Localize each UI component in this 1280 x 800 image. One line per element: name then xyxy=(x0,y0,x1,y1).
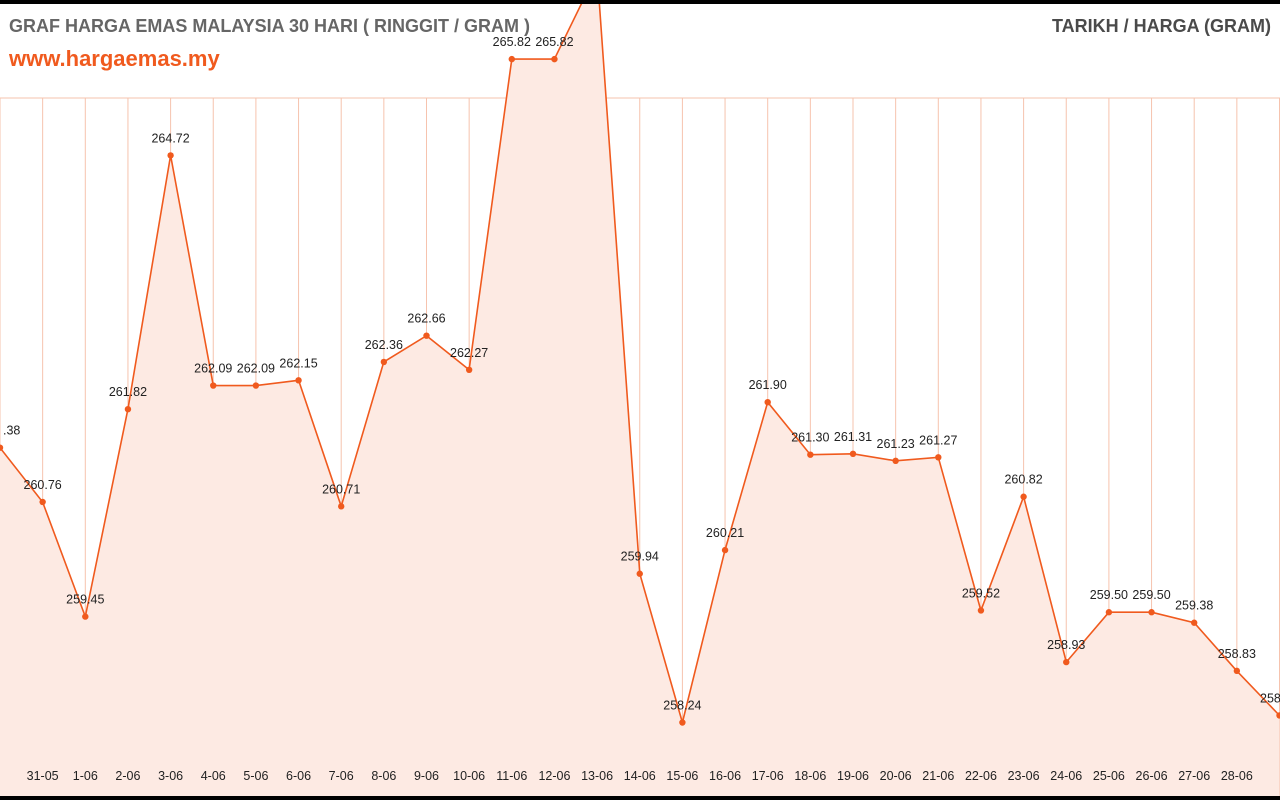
data-point xyxy=(295,377,302,384)
value-label: 261.82 xyxy=(109,385,147,399)
value-label: 260.71 xyxy=(322,482,360,496)
axis-legend-title: TARIKH / HARGA (GRAM) xyxy=(1052,16,1271,36)
value-label: 262.09 xyxy=(237,362,275,376)
price-area-fill xyxy=(0,4,1280,796)
value-labels: .38 260.76 259.45 261.82 264.72 262.09 262.09 2… xyxy=(3,35,1280,712)
data-point xyxy=(764,398,771,406)
x-tick-label: 23-06 xyxy=(1008,769,1040,783)
value-label: 261.23 xyxy=(877,437,915,451)
value-label: 265.82 xyxy=(493,35,531,49)
x-tick-label: 5-06 xyxy=(243,769,268,783)
x-tick-label: 20-06 xyxy=(880,769,912,783)
data-point xyxy=(338,503,345,510)
website-link[interactable]: www.hargaemas.my xyxy=(9,46,220,71)
value-label: 265.82 xyxy=(535,35,573,49)
x-tick-label: 1-06 xyxy=(73,769,98,783)
data-point xyxy=(1233,667,1241,675)
data-point xyxy=(1020,493,1027,500)
data-point xyxy=(1105,609,1113,616)
data-point xyxy=(252,382,260,389)
data-point xyxy=(1191,619,1198,626)
x-tick-label: 31-05 xyxy=(27,769,59,783)
value-label: 261.27 xyxy=(919,433,957,447)
x-tick-label: 24-06 xyxy=(1050,769,1082,783)
data-point xyxy=(465,366,473,374)
data-point xyxy=(551,55,558,63)
value-label: 261.90 xyxy=(749,378,787,392)
value-label: .38 xyxy=(3,424,20,438)
value-label: 259.45 xyxy=(66,593,104,607)
x-tick-label: 3-06 xyxy=(158,769,183,783)
x-tick-label: 4-06 xyxy=(201,769,226,783)
value-label: 258.83 xyxy=(1218,647,1256,661)
x-tick-label: 22-06 xyxy=(965,769,997,783)
x-tick-label: 27-06 xyxy=(1178,769,1210,783)
data-point xyxy=(423,332,430,339)
data-point xyxy=(508,55,515,63)
x-tick-label: 2-06 xyxy=(115,769,140,783)
data-point xyxy=(167,152,174,159)
value-label: 259.38 xyxy=(1175,599,1213,613)
value-label: 262.09 xyxy=(194,362,232,376)
x-tick-label: 21-06 xyxy=(922,769,954,783)
data-point xyxy=(636,570,643,577)
chart-title: GRAF HARGA EMAS MALAYSIA 30 HARI ( RINGG… xyxy=(9,16,531,36)
x-tick-label: 11-06 xyxy=(496,769,527,783)
data-point xyxy=(82,613,89,620)
x-tick-label: 14-06 xyxy=(624,769,656,783)
data-point xyxy=(679,719,686,726)
x-tick-label: 7-06 xyxy=(329,769,354,783)
value-label: 259.94 xyxy=(621,550,659,564)
data-point xyxy=(124,405,132,413)
price-chart: .38 260.76 259.45 261.82 264.72 262.09 262.09 2… xyxy=(0,4,1280,796)
data-point xyxy=(1276,712,1280,719)
x-tick-label: 9-06 xyxy=(414,769,439,783)
x-tick-label: 13-06 xyxy=(581,769,613,783)
x-tick-label: 25-06 xyxy=(1093,769,1125,783)
data-point xyxy=(1148,609,1155,616)
value-label: 258.93 xyxy=(1047,638,1085,652)
value-label: 258.24 xyxy=(663,698,701,712)
data-point xyxy=(0,444,4,451)
x-tick-label: 8-06 xyxy=(371,769,396,783)
value-label: 259.52 xyxy=(962,586,1000,600)
x-tick-label: 6-06 xyxy=(286,769,311,783)
value-label: 258 xyxy=(1260,691,1280,705)
value-label: 259.50 xyxy=(1090,588,1128,602)
value-label: 264.72 xyxy=(151,131,189,145)
data-point xyxy=(380,358,388,366)
data-point xyxy=(1063,658,1070,666)
value-label: 259.50 xyxy=(1132,588,1170,602)
value-label: 260.82 xyxy=(1004,473,1042,487)
x-tick-label: 16-06 xyxy=(709,769,741,783)
data-point xyxy=(210,382,217,389)
data-point xyxy=(977,607,985,614)
data-point xyxy=(892,457,899,465)
x-tick-label: 15-06 xyxy=(666,769,698,783)
x-tick-label: 10-06 xyxy=(453,769,485,783)
data-point xyxy=(39,498,46,506)
value-label: 262.15 xyxy=(279,356,317,370)
value-label: 260.21 xyxy=(706,526,744,540)
x-tick-label: 19-06 xyxy=(837,769,869,783)
chart-area: .38 260.76 259.45 261.82 264.72 262.09 262.09 2… xyxy=(0,4,1280,796)
data-points xyxy=(0,55,1280,726)
data-point xyxy=(849,450,857,458)
x-tick-label: 26-06 xyxy=(1136,769,1168,783)
data-point xyxy=(935,454,942,461)
x-tick-label: 17-06 xyxy=(752,769,784,783)
value-label: 261.31 xyxy=(834,430,872,444)
value-label: 261.30 xyxy=(791,431,829,445)
data-point xyxy=(721,546,729,554)
value-label: 260.76 xyxy=(24,478,62,492)
x-tick-label: 12-06 xyxy=(538,769,570,783)
value-label: 262.36 xyxy=(365,338,403,352)
value-label: 262.27 xyxy=(450,346,488,360)
value-label: 262.66 xyxy=(407,312,445,326)
data-point xyxy=(807,451,814,458)
x-tick-label: 18-06 xyxy=(794,769,826,783)
x-axis-labels: 31-05 1-06 2-06 3-06 4-06 5-06 6-06 7-06 8-06 9-0… xyxy=(27,769,1253,783)
x-tick-label: 28-06 xyxy=(1221,769,1253,783)
